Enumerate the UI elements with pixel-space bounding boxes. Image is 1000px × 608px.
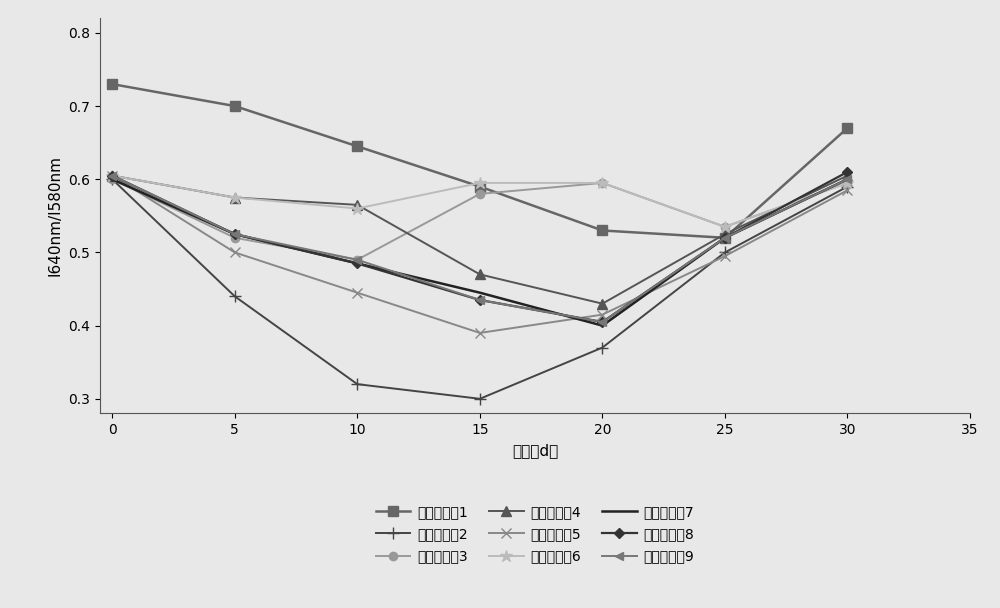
对比实施例3 [106,176,118,183]
对比实施例4 [106,172,118,179]
对比实施例2 [229,292,241,300]
对比实施例3 [351,256,363,263]
对比实施例5 [106,172,118,179]
对比实施例9 [841,176,853,183]
对比实施例7 [596,322,608,330]
对比实施例4 [841,172,853,179]
对比实施例5 [229,249,241,256]
对比实施例5 [351,289,363,296]
对比实施例8 [841,168,853,176]
对比实施例7 [106,176,118,183]
对比实施例9 [596,319,608,326]
对比实施例3 [229,234,241,241]
对比实施例8 [351,260,363,267]
对比实施例7 [719,234,731,241]
对比实施例4 [474,271,486,278]
Line: 对比实施例2: 对比实施例2 [106,173,854,405]
对比实施例3 [474,190,486,198]
对比实施例2 [351,381,363,388]
对比实施例1 [841,125,853,132]
Y-axis label: I640nm/I580nm: I640nm/I580nm [48,155,63,277]
对比实施例8 [474,296,486,303]
对比实施例3 [719,223,731,230]
对比实施例9 [719,234,731,241]
Line: 对比实施例3: 对比实施例3 [108,175,852,264]
对比实施例5 [719,252,731,260]
对比实施例2 [106,176,118,183]
对比实施例9 [351,256,363,263]
对比实施例2 [474,395,486,402]
Line: 对比实施例4: 对比实施例4 [107,171,852,308]
对比实施例5 [596,311,608,319]
Line: 对比实施例7: 对比实施例7 [112,179,847,326]
对比实施例6 [841,179,853,187]
对比实施例4 [229,194,241,201]
对比实施例7 [474,289,486,296]
对比实施例1 [106,80,118,88]
对比实施例4 [596,300,608,307]
对比实施例7 [229,230,241,238]
Line: 对比实施例5: 对比实施例5 [107,171,852,338]
对比实施例2 [719,249,731,256]
Legend: 对比实施例1, 对比实施例2, 对比实施例3, 对比实施例4, 对比实施例5, 对比实施例6, 对比实施例7, 对比实施例8, 对比实施例9: 对比实施例1, 对比实施例2, 对比实施例3, 对比实施例4, 对比实施例5, … [370,499,700,569]
对比实施例6 [229,194,241,201]
对比实施例7 [351,260,363,267]
对比实施例9 [229,230,241,238]
对比实施例3 [841,179,853,187]
对比实施例6 [596,179,608,187]
对比实施例5 [841,187,853,194]
对比实施例1 [474,183,486,190]
Line: 对比实施例9: 对比实施例9 [108,171,852,326]
对比实施例7 [841,176,853,183]
对比实施例1 [719,234,731,241]
对比实施例8 [719,234,731,241]
对比实施例6 [474,179,486,187]
对比实施例4 [719,230,731,238]
Line: 对比实施例1: 对比实施例1 [107,79,852,243]
Line: 对比实施例6: 对比实施例6 [106,170,854,233]
对比实施例6 [351,205,363,212]
对比实施例2 [841,183,853,190]
对比实施例1 [229,102,241,109]
对比实施例9 [474,296,486,303]
对比实施例9 [106,172,118,179]
对比实施例8 [229,230,241,238]
对比实施例1 [351,143,363,150]
对比实施例2 [596,344,608,351]
X-axis label: 时间（d）: 时间（d） [512,443,558,458]
对比实施例8 [106,172,118,179]
Line: 对比实施例8: 对比实施例8 [109,168,851,325]
对比实施例5 [474,330,486,337]
对比实施例1 [596,227,608,234]
对比实施例4 [351,201,363,209]
对比实施例6 [106,172,118,179]
对比实施例6 [719,223,731,230]
对比实施例3 [596,179,608,187]
对比实施例8 [596,319,608,326]
